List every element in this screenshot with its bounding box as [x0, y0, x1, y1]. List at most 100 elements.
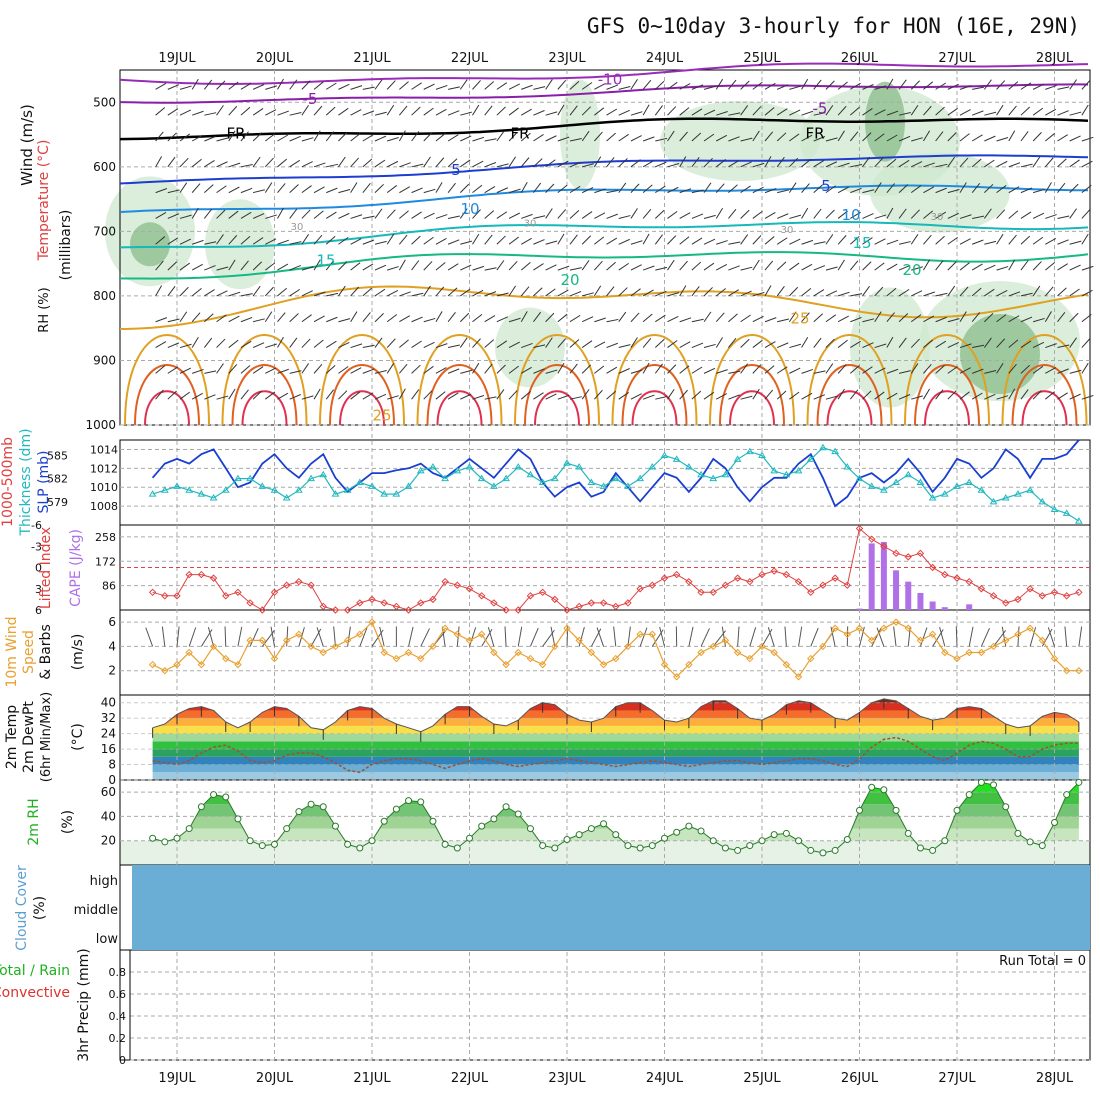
- wind-barb: [654, 80, 665, 90]
- rh-point: [417, 798, 425, 806]
- wind-barb: [447, 158, 458, 168]
- wind-barb: [1044, 391, 1055, 400]
- wind-barb: [801, 110, 814, 116]
- wind-barb: [801, 312, 810, 323]
- wind-speed-point: [733, 648, 742, 657]
- wind-barb: [837, 130, 845, 142]
- wind-barb: [801, 368, 814, 374]
- wind-barb: [910, 185, 922, 194]
- cape-bar: [893, 570, 900, 610]
- wind-barb: [386, 338, 396, 348]
- wind-barb: [874, 214, 887, 219]
- lifted-index-point: [867, 535, 876, 543]
- surface-heating-contour: [826, 390, 873, 426]
- wind-barb: [1020, 260, 1029, 271]
- wind-barb: [240, 316, 253, 323]
- wind-barb: [1081, 313, 1092, 323]
- wind-barb: [521, 108, 532, 116]
- thickness-point: [879, 486, 888, 493]
- wind-label-10m-wind: 10m Wind: [4, 616, 20, 687]
- contour-label: 30: [524, 219, 537, 230]
- wind-barb: [423, 156, 431, 168]
- rh-point: [990, 781, 998, 789]
- wind-barb: [228, 162, 241, 168]
- wind-barb: [313, 234, 323, 245]
- wind-barb: [776, 156, 785, 168]
- wind-barb: [277, 336, 284, 348]
- wind-barb: [703, 287, 713, 297]
- surface-wind-barb: [224, 626, 227, 647]
- wind-barb: [484, 291, 497, 297]
- rh-point: [819, 849, 827, 857]
- wind-speed-point: [417, 654, 425, 663]
- wind-barb: [265, 133, 276, 142]
- wind-barb: [1032, 390, 1042, 400]
- wind-barb: [789, 343, 802, 349]
- wind-barb: [179, 262, 191, 271]
- wind-speed-point: [916, 636, 925, 645]
- wind-barb: [862, 261, 872, 271]
- wind-barb: [447, 182, 456, 193]
- wind-barb: [326, 163, 339, 168]
- cape-tick-label: 86: [102, 580, 116, 593]
- lifted-index-point: [209, 574, 218, 582]
- wind-barb: [996, 160, 1008, 168]
- thickness-point: [709, 474, 718, 482]
- wind-barb: [703, 109, 716, 116]
- rh-point: [526, 825, 534, 833]
- wind-barb: [472, 209, 481, 219]
- wind-barb: [752, 210, 763, 219]
- wind-barb: [1081, 338, 1091, 348]
- wind-barb: [703, 214, 716, 219]
- wind-speed-point: [587, 648, 596, 657]
- wind-barb: [1057, 215, 1070, 219]
- wind-barb: [448, 344, 460, 349]
- wind-speed-point: [843, 630, 852, 638]
- cloud-label-units: (%): [32, 896, 48, 920]
- wind-barb: [886, 263, 898, 271]
- wind-barb: [972, 110, 984, 116]
- lifted-index-point: [222, 592, 230, 600]
- wind-barb: [301, 161, 313, 168]
- wind-speed-point: [1075, 667, 1083, 675]
- wind-barb: [192, 110, 204, 116]
- wind-barb: [594, 389, 603, 400]
- rh-point: [929, 846, 937, 854]
- surface-heating-contour: [319, 334, 405, 426]
- lifted-index-point: [721, 581, 730, 589]
- surface-wind-barb: [517, 626, 523, 647]
- wind-barb: [1044, 286, 1054, 297]
- wind-barb: [216, 338, 226, 348]
- wind-barb: [850, 211, 861, 219]
- wind-barb: [801, 263, 813, 271]
- wind-barb: [654, 234, 663, 245]
- wind-barb: [935, 163, 948, 168]
- wind-barb: [679, 131, 688, 142]
- wind-barb: [594, 260, 603, 271]
- wind-barb: [679, 389, 688, 400]
- li-label-cape: CAPE (J/kg): [68, 529, 84, 607]
- wind-barb: [581, 211, 593, 219]
- wind-barb: [1008, 291, 1021, 297]
- wind-barb: [971, 134, 983, 142]
- wind-barb: [862, 132, 872, 142]
- wind-barb: [398, 130, 406, 142]
- wind-barb: [618, 133, 629, 142]
- wind-barb: [545, 240, 558, 245]
- wind-barb: [569, 161, 582, 168]
- rh-point: [234, 815, 242, 823]
- lifted-index-point: [258, 606, 267, 614]
- wind-barb: [740, 363, 749, 374]
- lifted-index-point: [234, 588, 242, 596]
- wind-speed-point: [575, 636, 583, 645]
- thickness-point: [148, 490, 157, 497]
- wind-barb: [959, 182, 967, 193]
- wind-speed-point: [782, 660, 791, 669]
- wind-barb: [1069, 240, 1082, 245]
- thickness-point: [404, 482, 413, 489]
- cloud-level-high: high: [90, 874, 118, 889]
- wind-barb: [179, 391, 191, 400]
- wind-barb: [715, 78, 724, 90]
- wind-barb: [886, 392, 898, 400]
- wind-barb: [801, 207, 809, 219]
